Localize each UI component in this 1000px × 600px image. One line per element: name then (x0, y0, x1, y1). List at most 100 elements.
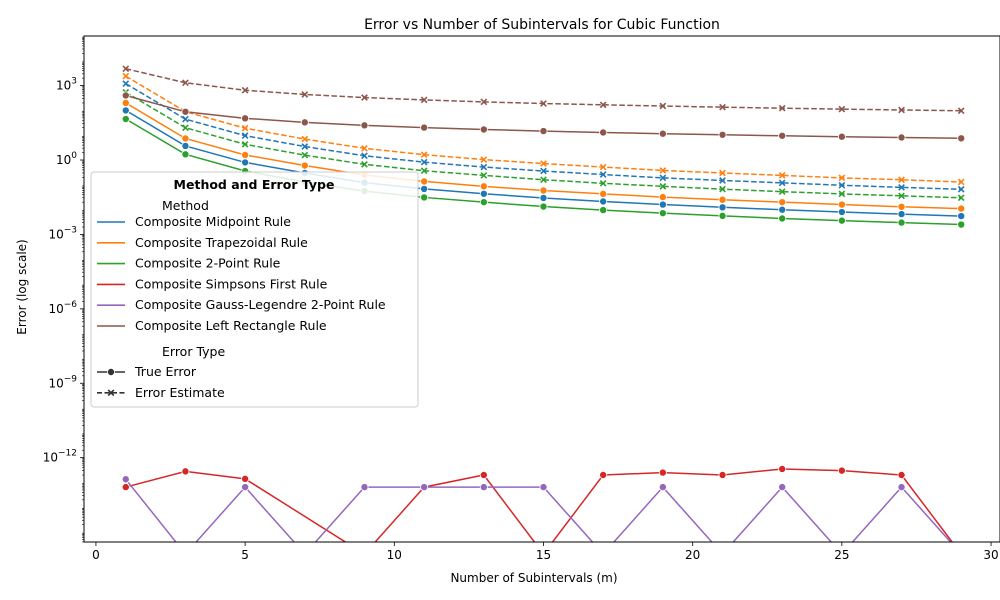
series-5-true-point (718, 130, 727, 139)
series-0-estimate-point (182, 115, 189, 123)
series-5-true-point (479, 125, 488, 134)
series-1-estimate-point-stroke-b (957, 178, 965, 186)
series-3-true-point (658, 468, 667, 477)
series-0-estimate-point (301, 143, 309, 150)
x-tick-label: 5 (241, 548, 249, 562)
bottom-mask (0, 542, 1000, 600)
legend-method-entries: Composite Midpoint Rule Composite Trapezo… (97, 214, 386, 333)
series-2-estimate-point-stroke-b (301, 151, 309, 159)
series-1-estimate-point (540, 160, 547, 167)
series-0-true-point (539, 193, 548, 202)
series-0-estimate-point (957, 185, 965, 193)
series-5-estimate-point (420, 96, 428, 104)
series-5-estimate-point (182, 79, 189, 87)
series-2-true-point (718, 211, 727, 220)
series-1-true-point (241, 150, 250, 159)
legend-error-type-marker (107, 367, 116, 376)
series-2-true-point (897, 218, 906, 227)
series-1-estimate-point (957, 178, 965, 186)
series-5-estimate-point-stroke-b (301, 91, 309, 98)
series-3-true-point (897, 471, 906, 480)
series-5-true-point (658, 129, 667, 138)
series-4-true-point (360, 483, 369, 492)
series-2-true-point (479, 198, 488, 207)
series-2-true-point (778, 214, 787, 223)
series-0-estimate-point-stroke-b (599, 171, 607, 178)
series-3-true-point (121, 483, 130, 492)
series-5-true-point (957, 134, 966, 143)
plot-frame (83, 35, 1000, 543)
series-1-estimate-point (778, 172, 786, 179)
series-0-true-point (658, 200, 667, 209)
series-0 (121, 80, 966, 221)
series-layer (0, 65, 1000, 600)
series-2-true-point (121, 115, 130, 124)
series-5-true-point (599, 128, 608, 137)
series-0-true-point (241, 158, 250, 167)
series-0-estimate-point (122, 80, 130, 88)
x-tick-label: 10 (387, 548, 402, 562)
series-1-estimate-point-stroke-b (301, 135, 309, 143)
series-1-estimate-point (599, 163, 607, 171)
series-0-estimate-point (480, 163, 488, 171)
y-tick-label: 100 (56, 151, 77, 167)
series-3-true-point (599, 471, 608, 480)
series-5-estimate-point-stroke-b (719, 103, 726, 111)
series-5-true-point (837, 132, 846, 141)
series-2-true-point (420, 193, 429, 202)
y-axis-label: Error (log scale) (15, 239, 29, 334)
series-0-estimate-point-stroke-b (659, 174, 667, 182)
series-2-estimate-point (719, 185, 726, 193)
legend-error-type-header: Error Type (162, 344, 225, 359)
series-5-estimate-point-stroke-b (122, 65, 130, 73)
series-0-true-point (897, 210, 906, 219)
series-2-true-point (837, 216, 846, 225)
series-0-estimate-point-stroke-b (301, 143, 309, 150)
series-0-true-point (957, 212, 966, 221)
series-0-estimate-point (838, 181, 846, 189)
series-2-estimate-point-stroke-b (898, 192, 905, 200)
series-1-estimate-point (659, 167, 667, 174)
series-5-true-point (420, 123, 429, 132)
series-5-estimate-point (122, 65, 130, 73)
series-3-true-point (837, 466, 846, 475)
series-1-estimate-point-stroke-b (659, 167, 667, 174)
y-tick-label: 103 (56, 77, 77, 93)
series-1-estimate-point-stroke-b (599, 163, 607, 171)
series-5-estimate-point-stroke-b (540, 100, 547, 107)
series-2-true-point (658, 209, 667, 218)
series-4-true-point (479, 483, 488, 492)
legend-error-type-entries: True Error Error Estimate (97, 364, 225, 400)
series-2-true-point (539, 202, 548, 211)
series-0-estimate-point-stroke-b (182, 115, 189, 123)
series-2-estimate-point (301, 151, 309, 159)
series-2-estimate-point (838, 190, 846, 198)
series-0-estimate-point (361, 152, 368, 160)
x-axis-label: Number of Subintervals (m) (450, 571, 617, 585)
series-5-estimate-point (719, 103, 726, 111)
series-0-estimate-point (241, 132, 249, 140)
series-3-true-line (125, 468, 962, 556)
series-1-true-point (957, 204, 966, 213)
series-1-estimate-point-stroke-b (420, 151, 428, 159)
y-tick-label: 10−6 (48, 300, 77, 316)
series-2-estimate-point (540, 176, 547, 184)
series-0-estimate-point-stroke-b (540, 167, 547, 175)
series-1-true-point (539, 186, 548, 195)
legend-title: Method and Error Type (174, 177, 335, 192)
series-0-estimate-point-stroke-b (898, 183, 905, 191)
series-1-estimate-point (301, 135, 309, 143)
series-4-true-point (121, 475, 130, 484)
series-0-true-point (599, 197, 608, 206)
series-0-estimate-point (778, 179, 786, 187)
series-5-estimate-point-stroke-b (898, 106, 905, 114)
series-0-true-point (121, 106, 130, 115)
series-1-estimate-point (480, 156, 488, 163)
series-1-true-point (837, 200, 846, 209)
series-0-estimate-point-stroke-b (480, 163, 488, 171)
y-tick-label: 10−9 (48, 374, 77, 390)
series-0-estimate-point-stroke-b (420, 158, 428, 166)
series-1-true-point (420, 177, 429, 186)
legend-error-type-label: Error Estimate (135, 385, 225, 400)
series-1-estimate-point-stroke-b (480, 156, 488, 163)
